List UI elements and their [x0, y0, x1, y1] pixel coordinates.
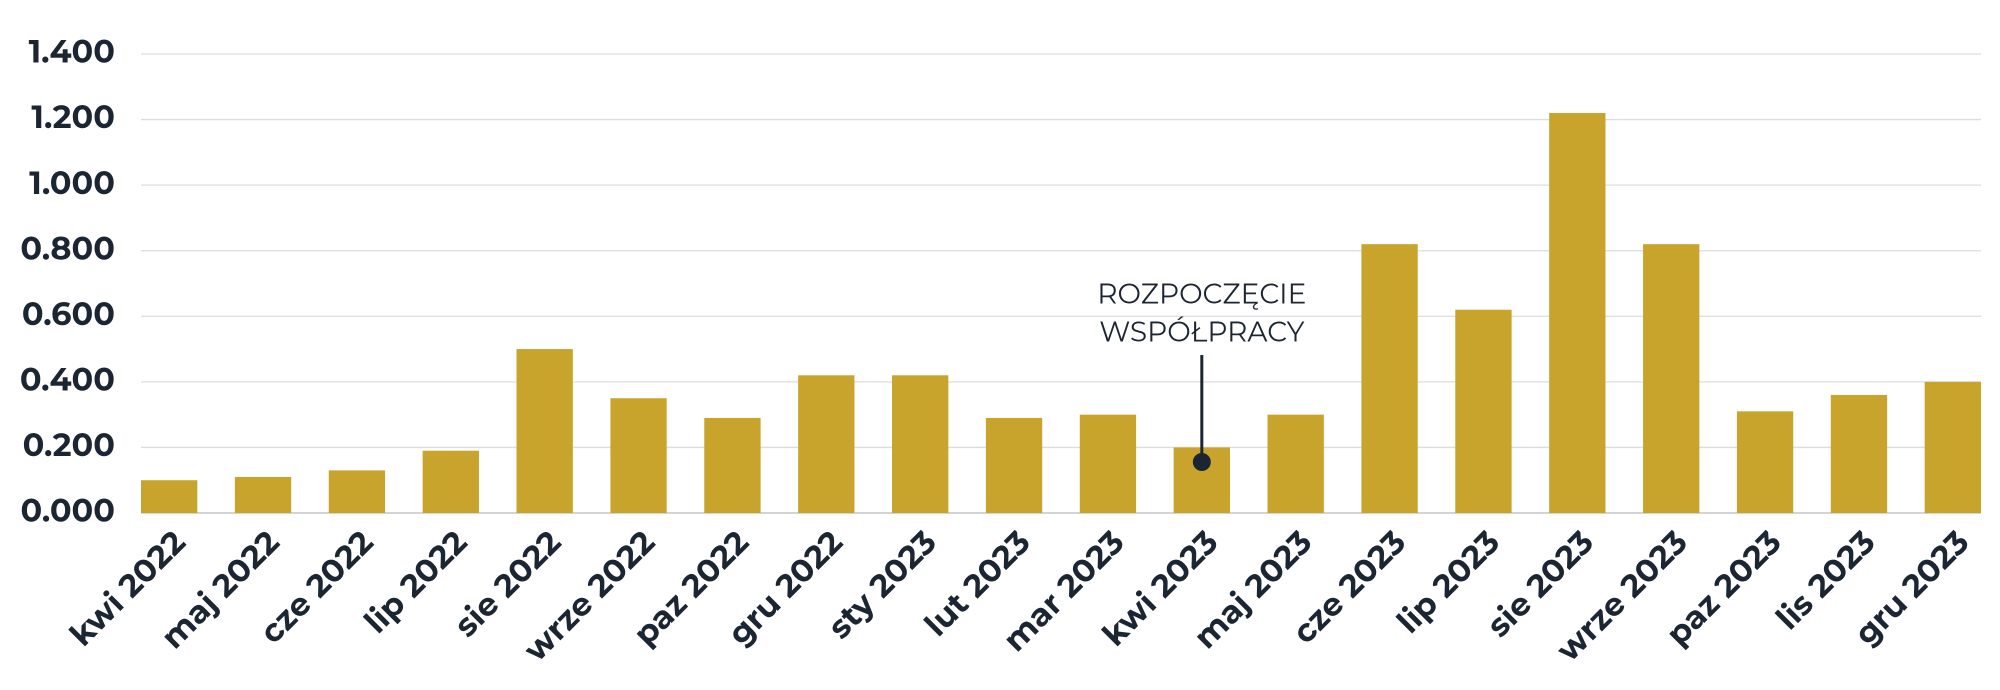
bar: [1361, 244, 1418, 513]
bar: [985, 417, 1043, 513]
y-tick-label: 0.000: [21, 492, 115, 531]
bar: [1079, 414, 1137, 513]
y-tick-label: 0.200: [23, 426, 115, 465]
bar: [1924, 381, 1981, 513]
bar: [704, 417, 761, 513]
annotation-text: ROZPOCZĘCIE: [1097, 277, 1306, 311]
y-tick-label: 1.400: [29, 33, 115, 72]
y-tick-label: 1.200: [31, 98, 115, 137]
bar: [141, 480, 198, 513]
bar: [610, 398, 667, 513]
annotation-text: WSPÓŁPRACY: [1099, 315, 1304, 349]
bar: [1267, 414, 1324, 513]
y-tick-label: 0.800: [20, 229, 115, 268]
bar: [1830, 394, 1888, 513]
bar: [422, 450, 479, 513]
bar: [516, 349, 573, 513]
bar: [1455, 309, 1512, 513]
y-tick-label: 0.600: [22, 295, 115, 334]
y-tick-label: 1.000: [29, 164, 115, 203]
bar: [892, 375, 949, 513]
annotation-dot: [1192, 453, 1211, 471]
bar: [798, 375, 855, 513]
y-tick-label: 0.400: [20, 360, 115, 399]
bar: [328, 470, 386, 513]
bar: [1549, 113, 1606, 513]
bar: [234, 476, 292, 513]
bar: [1643, 244, 1700, 513]
bar: [1736, 411, 1794, 513]
